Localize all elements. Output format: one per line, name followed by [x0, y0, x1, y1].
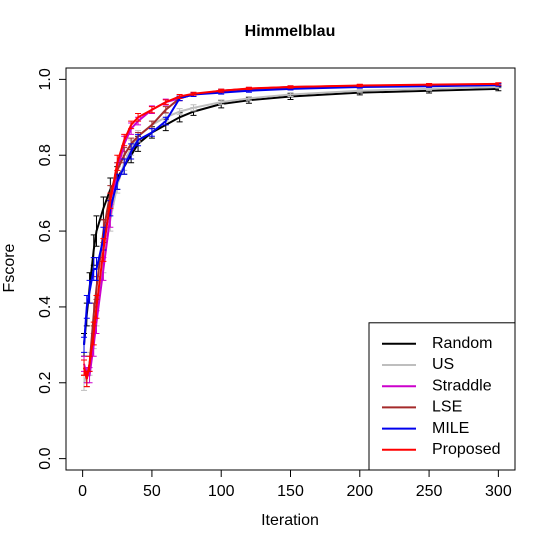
y-tick-label: 0.0 — [37, 447, 54, 469]
error-bar — [81, 336, 88, 353]
chart-title: Himmelblau — [245, 23, 336, 40]
error-bar — [86, 355, 93, 372]
error-bar — [190, 104, 197, 112]
error-bar — [121, 133, 128, 147]
error-bar — [495, 82, 502, 86]
legend-label: Straddle — [432, 377, 492, 394]
error-bar — [245, 86, 252, 91]
error-bar — [218, 88, 225, 93]
error-bar — [148, 106, 155, 114]
error-bar — [107, 192, 114, 209]
y-tick-label: 0.2 — [37, 372, 54, 394]
error-bar — [356, 88, 363, 93]
error-bar — [135, 113, 142, 122]
y-tick-label: 0.8 — [37, 144, 54, 166]
legend-label: Random — [432, 335, 492, 352]
x-tick-label: 50 — [143, 483, 161, 500]
error-bar — [426, 83, 433, 87]
error-bar — [100, 238, 107, 262]
error-bar — [81, 359, 88, 376]
error-bar — [287, 92, 294, 97]
error-bar — [190, 91, 197, 96]
error-bar — [287, 85, 294, 89]
x-tick-label: 250 — [416, 483, 443, 500]
y-axis-label: Fscore — [1, 243, 18, 292]
x-tick-label: 200 — [346, 483, 373, 500]
error-bar — [90, 321, 97, 346]
legend-label: Proposed — [432, 441, 501, 458]
error-bar — [93, 215, 100, 247]
error-bar — [162, 106, 169, 114]
error-bar — [93, 257, 100, 281]
error-bar — [148, 128, 155, 137]
error-bar — [128, 120, 135, 130]
error-bar — [162, 99, 169, 105]
y-tick-label: 0.4 — [37, 296, 54, 318]
x-tick-label: 0 — [78, 483, 87, 500]
x-tick-label: 100 — [208, 483, 235, 500]
error-bar — [218, 99, 225, 105]
error-bar — [176, 108, 183, 116]
legend-label: MILE — [432, 420, 469, 437]
error-bar — [356, 83, 363, 88]
series-line — [83, 87, 499, 345]
error-bar — [135, 133, 142, 147]
error-bar — [162, 116, 169, 126]
error-bar — [83, 295, 90, 319]
legend-label: LSE — [432, 399, 462, 416]
x-axis-label: Iteration — [261, 512, 319, 529]
x-tick-label: 150 — [277, 483, 304, 500]
series-line — [83, 84, 499, 345]
error-bar — [176, 94, 183, 99]
y-tick-label: 1.0 — [37, 68, 54, 90]
error-bar — [245, 95, 252, 101]
error-bar — [121, 158, 128, 175]
y-tick-label: 0.6 — [37, 220, 54, 242]
legend-box — [368, 322, 516, 471]
x-tick-label: 300 — [485, 483, 512, 500]
error-bar — [114, 154, 121, 171]
legend-label: US — [432, 356, 454, 373]
error-bar — [93, 295, 100, 319]
error-bar — [128, 143, 135, 160]
